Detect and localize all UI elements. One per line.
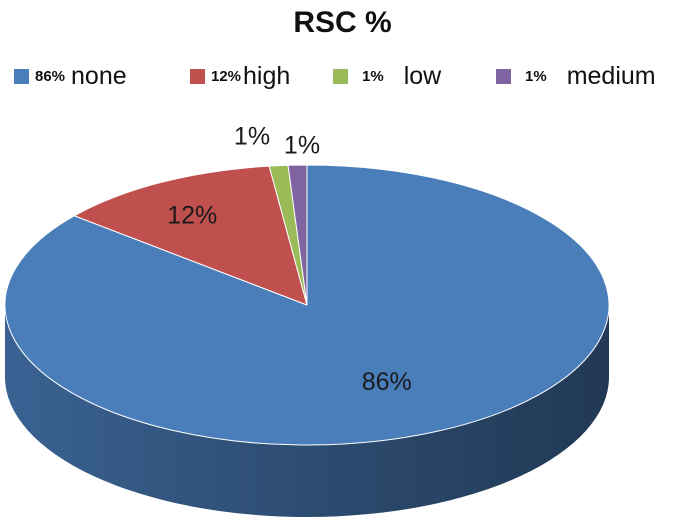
legend-label-high: high	[243, 61, 291, 90]
data-label-medium: 1%	[284, 132, 320, 160]
legend-item-low: 1% low	[333, 58, 441, 94]
legend-label-none: none	[71, 61, 127, 90]
data-label-low: 1%	[234, 123, 270, 151]
data-label-high: 12%	[167, 201, 217, 229]
pie-side-none	[5, 305, 609, 517]
legend-swatch-high	[190, 68, 205, 84]
legend-label-medium: medium	[566, 61, 656, 90]
legend-item-medium: 1% medium	[496, 58, 656, 94]
legend: 86% none 12% high 1% low 1% medium	[0, 58, 685, 94]
legend-pct-low: 1%	[362, 67, 384, 85]
pie-slice-high	[73, 165, 308, 306]
legend-swatch-medium	[496, 68, 511, 84]
legend-swatch-none	[14, 68, 29, 84]
legend-item-none: 86% none	[14, 58, 127, 94]
chart-title: RSC %	[293, 6, 392, 39]
pie-slice-medium	[287, 164, 308, 306]
legend-item-high: 12% high	[190, 58, 290, 94]
data-label-none: 86%	[362, 368, 412, 396]
legend-label-low: low	[403, 61, 442, 90]
legend-swatch-low	[333, 68, 348, 84]
legend-pct-high: 12%	[211, 67, 242, 85]
legend-pct-medium: 1%	[525, 67, 547, 85]
legend-pct-none: 86%	[35, 67, 66, 85]
